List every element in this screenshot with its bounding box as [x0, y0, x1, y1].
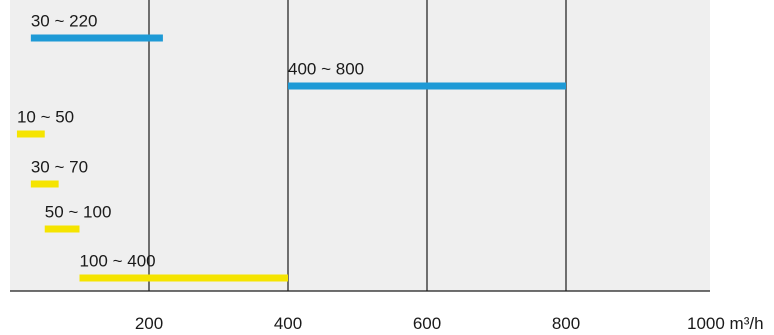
- x-tick-label-800: 800: [552, 314, 580, 333]
- range-label-2: 10 ~ 50: [17, 108, 74, 127]
- x-tick-label-600: 600: [413, 314, 441, 333]
- range-label-4: 50 ~ 100: [45, 203, 112, 222]
- range-labels: 30 ~ 220 400 ~ 800 10 ~ 50 30 ~ 70 50 ~ 100 1…: [17, 12, 364, 271]
- range-bar-1: [288, 82, 566, 90]
- range-label-0: 30 ~ 220: [31, 12, 98, 31]
- range-bar-2: [16, 130, 45, 138]
- x-tick-label-1000: 1000 m³/h: [687, 314, 764, 333]
- range-label-5: 100 ~ 400: [80, 252, 156, 271]
- grid-lines: [10, 0, 710, 292]
- range-bars: [16, 34, 566, 282]
- range-bar-0: [30, 34, 163, 42]
- range-bar-4: [44, 225, 80, 233]
- x-axis-ticks: 200 400 600 800 1000 m³/h: [135, 314, 764, 333]
- x-tick-label-400: 400: [274, 314, 302, 333]
- range-bar-3: [30, 180, 59, 188]
- range-bar-5: [79, 274, 288, 282]
- range-label-3: 30 ~ 70: [31, 158, 88, 177]
- plot-background: [10, 0, 710, 291]
- x-tick-label-200: 200: [135, 314, 163, 333]
- range-label-1: 400 ~ 800: [288, 60, 364, 79]
- x-axis-unit-label: m³/h: [730, 314, 764, 333]
